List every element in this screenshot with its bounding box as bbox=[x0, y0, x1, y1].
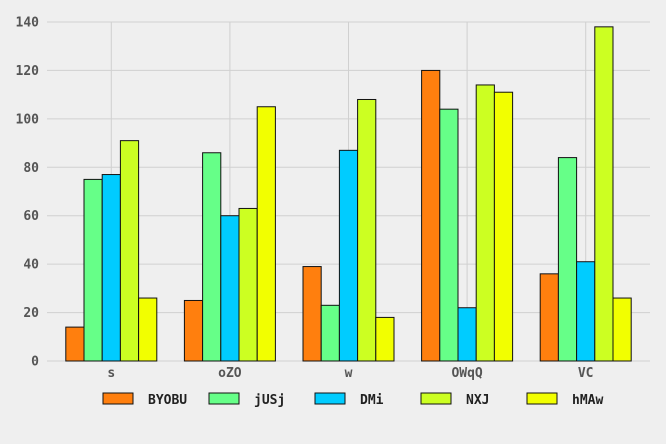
bar-NXJ-w bbox=[357, 98, 377, 362]
x-tick-label: oZO bbox=[218, 366, 242, 381]
bar-hMAw-VC bbox=[612, 297, 632, 362]
legend-label: DMi bbox=[360, 393, 384, 408]
legend-label: NXJ bbox=[466, 393, 489, 408]
bar-jUSj-VC bbox=[557, 157, 578, 362]
bar-DMi-VC bbox=[576, 261, 596, 362]
bar-NXJ-VC bbox=[594, 26, 614, 362]
y-tick-label: 120 bbox=[16, 64, 40, 79]
bar-NXJ-OWqQ bbox=[475, 84, 495, 362]
bar-DMi-s bbox=[101, 174, 121, 362]
bar-jUSj-oZO bbox=[202, 152, 222, 362]
bars bbox=[65, 26, 632, 362]
y-tick-label: 40 bbox=[23, 258, 39, 273]
bar-hMAw-OWqQ bbox=[493, 91, 514, 362]
legend-label: BYOBU bbox=[148, 393, 187, 408]
y-tick-label: 0 bbox=[31, 355, 39, 370]
bar-hMAw-s bbox=[138, 297, 158, 362]
legend-label: jUSj bbox=[254, 393, 285, 408]
legend: BYOBU jUSj DMi NXJ hMAw bbox=[102, 392, 603, 408]
bar-BYOBU-w bbox=[302, 266, 322, 362]
bar-DMi-oZO bbox=[220, 215, 240, 362]
y-tick-label: 100 bbox=[16, 112, 40, 127]
y-axis-ticks: 0 20 40 60 80 100 120 140 bbox=[16, 16, 40, 370]
legend-swatch bbox=[208, 392, 240, 405]
legend-swatch bbox=[102, 392, 134, 405]
x-tick-label: s bbox=[107, 366, 115, 381]
x-tick-label: VC bbox=[578, 366, 594, 381]
bar-jUSj-s bbox=[83, 178, 103, 362]
bar-BYOBU-oZO bbox=[183, 299, 204, 362]
bar-NXJ-oZO bbox=[238, 207, 258, 362]
bar-NXJ-s bbox=[119, 140, 140, 362]
bar-hMAw-w bbox=[375, 316, 395, 362]
bar-jUSj-OWqQ bbox=[439, 108, 459, 362]
x-axis-ticks: s oZO w OWqQ VC bbox=[107, 366, 593, 381]
bar-DMi-OWqQ bbox=[457, 307, 477, 362]
bar-BYOBU-OWqQ bbox=[421, 69, 441, 362]
bar-BYOBU-s bbox=[65, 326, 85, 362]
legend-label: hMAw bbox=[572, 393, 603, 408]
y-tick-label: 140 bbox=[16, 16, 40, 31]
y-tick-label: 80 bbox=[23, 161, 39, 176]
y-tick-label: 20 bbox=[23, 306, 39, 321]
x-tick-label: OWqQ bbox=[451, 366, 482, 381]
legend-swatch bbox=[420, 392, 452, 405]
bar-BYOBU-VC bbox=[539, 273, 559, 362]
bar-hMAw-oZO bbox=[256, 106, 276, 362]
legend-swatch bbox=[314, 392, 346, 405]
bar-DMi-w bbox=[338, 149, 359, 362]
y-tick-label: 60 bbox=[23, 209, 39, 224]
x-tick-label: w bbox=[345, 366, 353, 381]
bar-jUSj-w bbox=[320, 304, 340, 362]
legend-swatch bbox=[526, 392, 558, 405]
